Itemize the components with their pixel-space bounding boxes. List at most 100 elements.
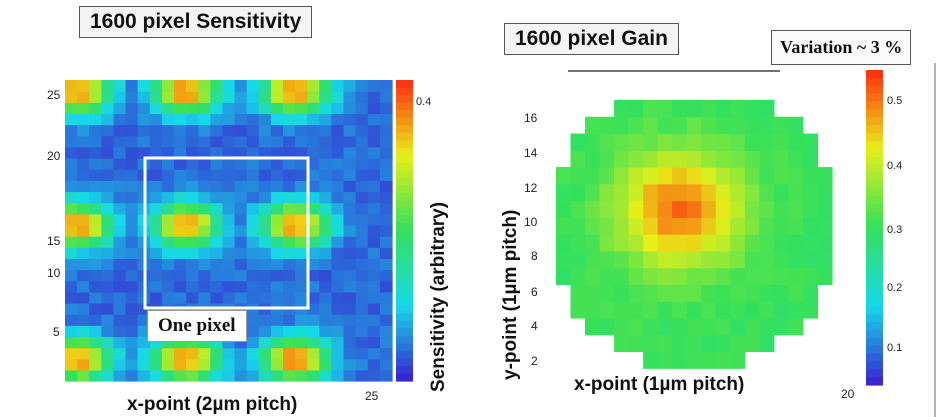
heatmap-cell: [258, 280, 272, 293]
heatmap-cell: [113, 169, 127, 181]
heatmap-cell: [65, 169, 78, 181]
heatmap-cell: [174, 169, 187, 181]
heatmap-cell: [258, 247, 272, 259]
heatmap-cell: [817, 200, 833, 218]
colorbar-segment: [396, 305, 413, 314]
heatmap-cell: [65, 347, 78, 360]
heatmap-cell: [101, 336, 115, 349]
colorbar-segment: [396, 268, 413, 277]
heatmap-cell: [210, 102, 224, 115]
heatmap-cell: [283, 336, 296, 349]
heatmap-cell: [355, 358, 369, 371]
heatmap-cell: [198, 146, 211, 159]
heatmap-cell: [246, 169, 260, 181]
left-chart-title: 1600 pixel Sensitivity: [79, 6, 313, 38]
heatmap-cell: [101, 247, 115, 259]
heatmap-cell: [331, 247, 345, 259]
heatmap-cell: [186, 124, 199, 137]
heatmap-cell: [657, 133, 673, 151]
heatmap-cell: [113, 202, 127, 215]
heatmap-cell: [89, 224, 102, 237]
heatmap-cell: [161, 291, 175, 304]
heatmap-cell: [715, 217, 731, 235]
right-y-tick: 8: [531, 249, 538, 263]
heatmap-cell: [585, 301, 601, 319]
heatmap-cell: [222, 269, 236, 282]
heatmap-cell: [186, 80, 199, 92]
heatmap-cell: [125, 180, 139, 193]
colorbar-segment: [396, 215, 413, 224]
heatmap-cell: [283, 158, 296, 170]
colorbar-segment: [396, 147, 413, 156]
heatmap-cell: [234, 236, 248, 248]
heatmap-cell: [65, 314, 78, 326]
heatmap-cell: [773, 267, 789, 286]
heatmap-cell: [258, 269, 272, 282]
heatmap-cell: [614, 317, 630, 336]
colorbar-segment: [396, 200, 413, 209]
heatmap-cell: [657, 183, 673, 202]
heatmap-cell: [701, 100, 717, 118]
heatmap-cell: [89, 113, 102, 126]
heatmap-cell: [149, 146, 163, 159]
heatmap-cell: [657, 317, 673, 336]
heatmap-cell: [174, 102, 187, 115]
heatmap-cell: [283, 358, 296, 371]
heatmap-cell: [672, 334, 688, 353]
colorbar-segment: [866, 70, 883, 79]
heatmap-cell: [198, 80, 211, 92]
heatmap-cell: [657, 234, 673, 252]
heatmap-cell: [186, 336, 199, 349]
heatmap-cell: [65, 146, 78, 159]
colorbar-segment: [866, 196, 883, 205]
heatmap-cell: [570, 217, 586, 235]
heatmap-cell: [343, 124, 357, 137]
heatmap-cell: [89, 369, 102, 382]
heatmap-cell: [614, 234, 630, 252]
heatmap-cell: [672, 250, 688, 269]
colorbar-segment: [866, 227, 883, 236]
heatmap-cell: [210, 358, 224, 371]
heatmap-cell: [295, 102, 308, 115]
colorbar-segment: [396, 132, 413, 141]
heatmap-cell: [234, 358, 248, 371]
heatmap-cell: [744, 133, 760, 151]
heatmap-cell: [186, 191, 199, 204]
colorbar-segment: [866, 259, 883, 268]
heatmap-cell: [331, 258, 345, 271]
heatmap-cell: [113, 146, 127, 159]
heatmap-cell: [319, 91, 333, 103]
heatmap-cell: [198, 236, 211, 248]
heatmap-cell: [283, 291, 296, 304]
heatmap-cell: [161, 124, 175, 137]
heatmap-cell: [307, 269, 320, 282]
heatmap-cell: [198, 291, 211, 304]
heatmap-cell: [270, 258, 284, 271]
heatmap-cell: [672, 150, 688, 168]
colorbar-segment: [866, 377, 883, 386]
heatmap-cell: [113, 269, 127, 282]
heatmap-cell: [149, 102, 163, 115]
heatmap-cell: [198, 102, 211, 115]
heatmap-cell: [198, 169, 211, 181]
heatmap-cell: [686, 284, 702, 302]
colorbar-segment: [396, 170, 413, 179]
heatmap-cell: [367, 213, 381, 226]
colorbar-segment: [866, 109, 883, 118]
heatmap-cell: [222, 202, 236, 215]
heatmap-cell: [149, 124, 163, 137]
colorbar-segment: [396, 358, 413, 367]
heatmap-cell: [379, 236, 393, 248]
heatmap-cell: [379, 169, 393, 181]
heatmap-cell: [343, 158, 357, 170]
heatmap-cell: [715, 234, 731, 252]
heatmap-cell: [379, 91, 393, 103]
heatmap-cell: [802, 301, 819, 319]
heatmap-cell: [246, 347, 260, 360]
left-colorbar-label: Sensitivity (arbitrary): [428, 201, 449, 392]
heatmap-cell: [137, 146, 151, 159]
heatmap-cell: [89, 191, 102, 204]
heatmap-cell: [270, 269, 284, 282]
heatmap-cell: [355, 191, 369, 204]
heatmap-cell: [319, 258, 333, 271]
